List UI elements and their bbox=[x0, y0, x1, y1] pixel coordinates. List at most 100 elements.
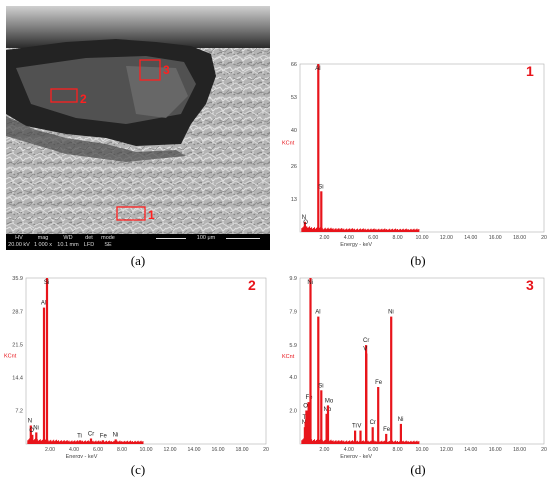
peak-label-ni-8: Ni bbox=[113, 432, 119, 438]
xtick-label: 14.00 bbox=[464, 447, 477, 453]
peak-label-fe-3: Fe bbox=[306, 395, 314, 401]
peak-ni-17 bbox=[399, 423, 402, 444]
peak-label-ti-9: Ti bbox=[352, 424, 357, 430]
eds-spectrum-d: NTiOFeNiAlSiNbMoTiVCrVCrFeFeNiNi9.97.95.… bbox=[282, 276, 547, 458]
peak-label-ni-2: Ni bbox=[33, 425, 39, 431]
peak-label-fe-7: Fe bbox=[100, 433, 108, 439]
xlabel: Energy - keV bbox=[340, 242, 372, 248]
spectrum-number: 1 bbox=[526, 63, 534, 79]
sem-image: 3 2 1 bbox=[6, 6, 270, 234]
sem-value-wd: 10.1 mm bbox=[57, 242, 79, 248]
xtick-label: 16.00 bbox=[489, 447, 502, 453]
peak-ni-2 bbox=[35, 432, 38, 444]
region-label-3: 3 bbox=[163, 63, 170, 77]
caption-b: (b) bbox=[410, 253, 426, 268]
peak-o-2 bbox=[305, 410, 308, 444]
scale-bar-label: 100 μm bbox=[186, 235, 226, 242]
xtick-label: 20 bbox=[263, 447, 269, 453]
xtick-label: 16.00 bbox=[212, 447, 225, 453]
xtick-label: 10.00 bbox=[140, 447, 153, 453]
xtick-label: 2.00 bbox=[319, 235, 329, 241]
peak-v-10 bbox=[359, 430, 362, 444]
peak-fe-3 bbox=[307, 402, 310, 444]
sem-value-mode: SE bbox=[104, 242, 112, 248]
peak-ni-8 bbox=[114, 439, 117, 444]
xtick-label: 10.00 bbox=[416, 447, 429, 453]
xtick-label: 14.00 bbox=[464, 235, 477, 241]
peak-mo-8 bbox=[326, 405, 330, 444]
ytick-label: 35.9 bbox=[12, 276, 23, 282]
ytick-label: 26 bbox=[291, 164, 297, 170]
xtick-label: 18.00 bbox=[513, 447, 526, 453]
plot-frame bbox=[25, 277, 267, 445]
peak-label-cr-11: Cr bbox=[363, 338, 369, 344]
peak-label-al-5: Al bbox=[315, 310, 320, 316]
region-label-1: 1 bbox=[148, 208, 155, 222]
peak-label-si-3: Si bbox=[318, 184, 323, 190]
xlabel: Energy - keV bbox=[340, 454, 372, 458]
spectrum-number: 3 bbox=[526, 277, 534, 293]
peak-ti-9 bbox=[354, 430, 357, 444]
xtick-label: 2.00 bbox=[45, 447, 55, 453]
peak-label-ni-16: Ni bbox=[388, 310, 394, 316]
xtick-label: 8.00 bbox=[393, 447, 403, 453]
xtick-label: 14.00 bbox=[188, 447, 201, 453]
peak-label-al-3: Al bbox=[41, 301, 46, 307]
peak-v-12 bbox=[365, 353, 368, 444]
sem-header-mode: mode bbox=[101, 235, 115, 241]
peak-o-1 bbox=[31, 434, 34, 444]
ytick-label: 40 bbox=[291, 128, 297, 134]
peak-ni-4 bbox=[309, 278, 312, 444]
xtick-label: 12.00 bbox=[440, 235, 453, 241]
peak-label-al-2: Al bbox=[315, 66, 320, 72]
xtick-label: 4.00 bbox=[69, 447, 79, 453]
plot-frame bbox=[299, 277, 545, 445]
peak-nb-7 bbox=[325, 413, 328, 444]
peak-label-v-12: V bbox=[363, 347, 367, 353]
peak-label-n-0: N bbox=[302, 420, 306, 426]
ytick-label: 14.4 bbox=[12, 375, 23, 381]
peak-label-fe-15: Fe bbox=[383, 427, 391, 433]
peak-si-6 bbox=[320, 390, 323, 444]
sem-value-det: LFD bbox=[83, 242, 95, 248]
sem-header-mag: mag bbox=[37, 235, 49, 241]
region-label-2: 2 bbox=[80, 92, 87, 106]
peak-label-fe-14: Fe bbox=[375, 380, 383, 386]
xtick-label: 18.00 bbox=[513, 235, 526, 241]
ytick-label: 9.9 bbox=[289, 276, 297, 282]
sem-value-hv: 20.00 kV bbox=[8, 242, 30, 248]
peak-label-o-1: O bbox=[29, 428, 34, 434]
ytick-label: 13 bbox=[291, 197, 297, 203]
peak-label-cr-13: Cr bbox=[370, 420, 376, 426]
peak-label-o-1: O bbox=[303, 220, 308, 226]
peak-label-n-0: N bbox=[28, 419, 32, 425]
ytick-label: 53 bbox=[291, 95, 297, 101]
peak-label-mo-8: Mo bbox=[325, 398, 334, 404]
peak-label-cr-6: Cr bbox=[88, 432, 94, 438]
peak-si-4 bbox=[45, 278, 49, 444]
ylabel: KCnt bbox=[282, 354, 295, 360]
peak-fe-7 bbox=[101, 440, 104, 444]
xtick-label: 2.00 bbox=[319, 447, 329, 453]
peak-label-ni-4: Ni bbox=[307, 280, 313, 286]
peak-cr-13 bbox=[371, 427, 374, 444]
peak-fe-14 bbox=[377, 387, 380, 444]
peak-label-n-0: N bbox=[302, 215, 306, 221]
peak-n-0 bbox=[303, 221, 306, 232]
spectrum-background bbox=[301, 226, 420, 232]
peak-label-ti-1: Ti bbox=[303, 415, 308, 421]
sem-header-wd: WD bbox=[63, 235, 73, 241]
caption-a: (a) bbox=[130, 253, 146, 268]
sem-micrograph: 3 2 1 bbox=[6, 6, 270, 250]
eds-spectrum-b: NO Al Si 66 53 40 26 13 KCnt 2.00 4.00 6.00 8.00 10.0… bbox=[282, 62, 547, 248]
peak-ni-16 bbox=[390, 316, 393, 444]
ylabel: KCnt bbox=[4, 354, 17, 360]
xtick-label: 6.00 bbox=[368, 235, 378, 241]
peak-al-5 bbox=[317, 316, 320, 444]
peak-label-si-6: Si bbox=[318, 383, 323, 389]
peak-al-3 bbox=[42, 307, 46, 444]
xtick-label: 20 bbox=[541, 235, 547, 241]
spectrum-number: 2 bbox=[248, 277, 256, 293]
xtick-label: 12.00 bbox=[164, 447, 177, 453]
xtick-label: 6.00 bbox=[368, 447, 378, 453]
